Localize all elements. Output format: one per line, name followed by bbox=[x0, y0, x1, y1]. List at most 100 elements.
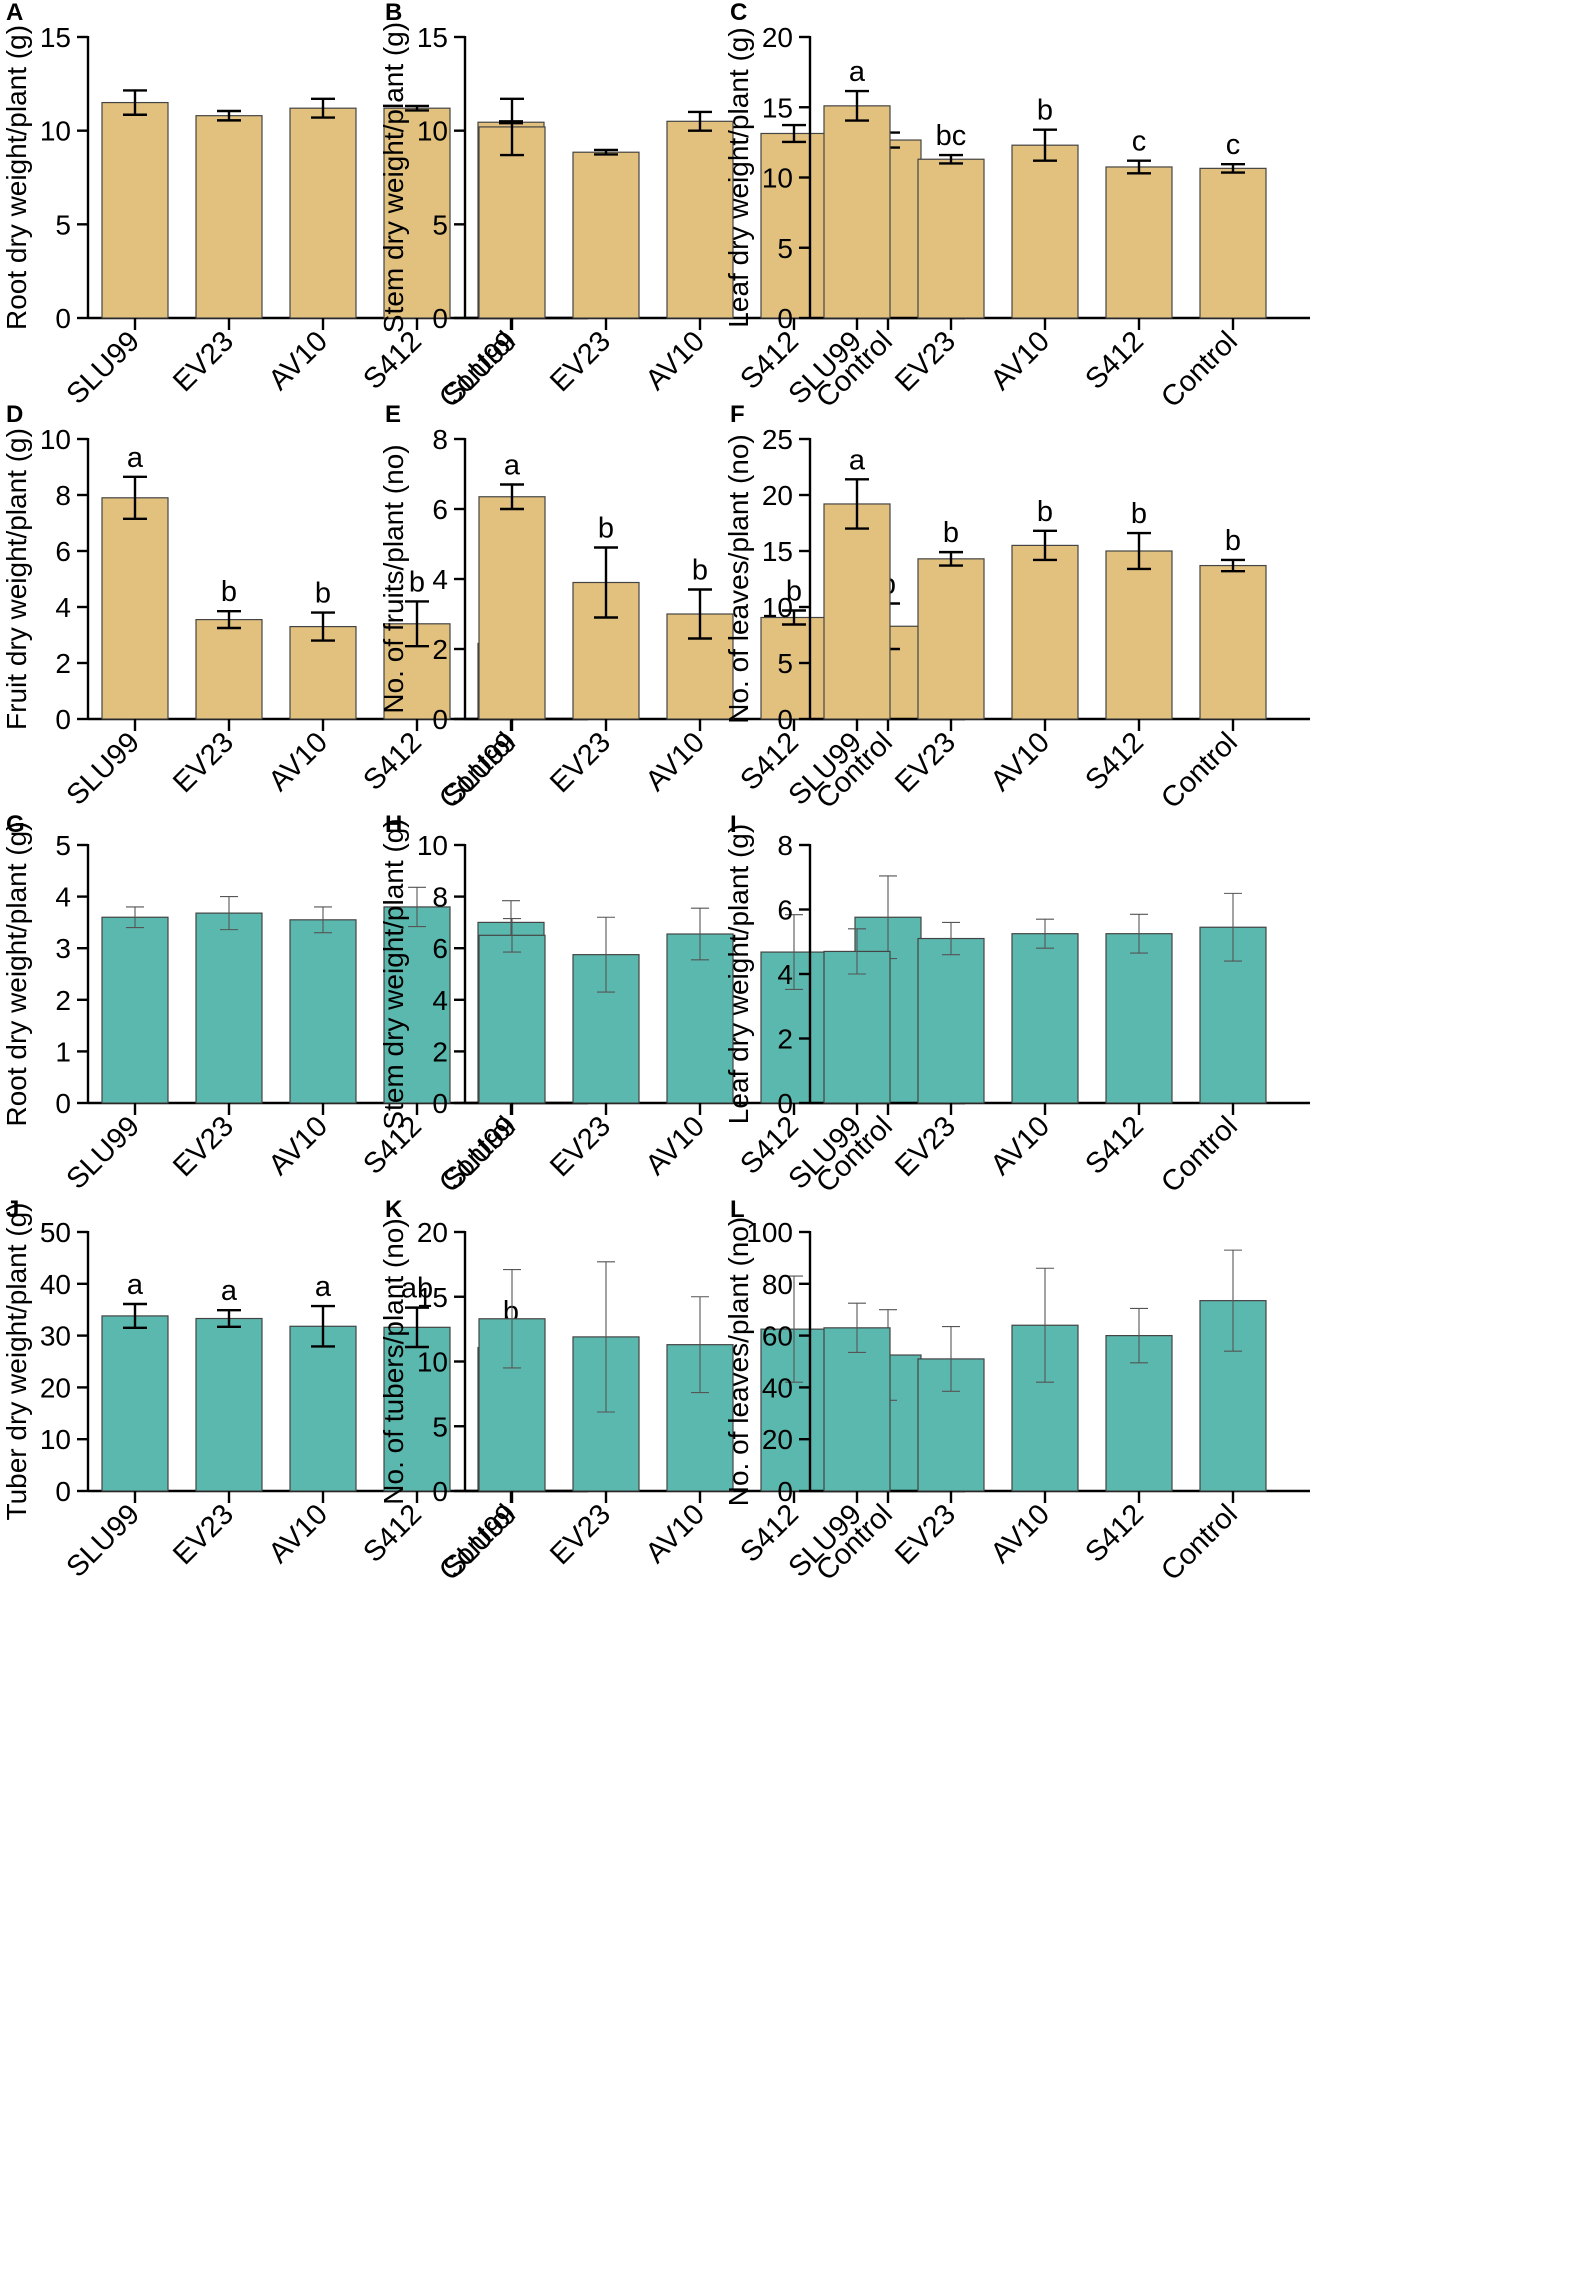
significance-label: b bbox=[221, 576, 237, 608]
y-tick-label: 100 bbox=[746, 1217, 793, 1248]
y-tick-label: 80 bbox=[762, 1269, 793, 1300]
bar-ev23 bbox=[195, 1317, 263, 1492]
x-category-label: AV10 bbox=[640, 1498, 711, 1569]
significance-label: b bbox=[1037, 496, 1053, 528]
error-bar bbox=[408, 886, 426, 928]
y-tick-label: 15 bbox=[417, 22, 448, 53]
bar-slu99 bbox=[478, 126, 546, 319]
error-bar bbox=[691, 907, 709, 961]
significance-label: b bbox=[1131, 498, 1147, 530]
x-category-label: EV23 bbox=[544, 1498, 617, 1571]
significance-label: a bbox=[504, 450, 521, 482]
significance-label: ab bbox=[401, 1273, 433, 1305]
error-bar bbox=[503, 917, 521, 953]
x-category-label: SLU99 bbox=[438, 1498, 523, 1583]
y-tick-label: 10 bbox=[40, 424, 71, 455]
y-tick-label: 0 bbox=[777, 303, 793, 334]
x-category-label: S412 bbox=[1079, 325, 1150, 396]
error-bar bbox=[405, 104, 429, 112]
error-bar bbox=[1224, 892, 1242, 962]
error-bar bbox=[1221, 162, 1245, 174]
bar-ev23 bbox=[195, 912, 263, 1104]
x-category-label: AV10 bbox=[263, 1498, 334, 1569]
y-tick-label: 8 bbox=[432, 424, 448, 455]
error-bar bbox=[1130, 1307, 1148, 1364]
bar-av10 bbox=[1011, 144, 1079, 319]
significance-label: b bbox=[1225, 525, 1241, 557]
panel-letter: F bbox=[730, 401, 745, 428]
bar-av10 bbox=[1011, 544, 1079, 720]
error-bar bbox=[500, 483, 524, 511]
y-tick-label: 6 bbox=[777, 895, 793, 926]
bar-control bbox=[1199, 564, 1267, 720]
error-bar bbox=[500, 97, 524, 157]
x-category-label: Control bbox=[1155, 1498, 1244, 1587]
significance-label: a bbox=[127, 1269, 144, 1301]
bar-av10 bbox=[1011, 933, 1079, 1104]
panel-letter: G bbox=[6, 811, 25, 838]
error-bar bbox=[1036, 918, 1054, 949]
error-bar bbox=[1033, 529, 1057, 562]
y-tick-label: 2 bbox=[432, 1036, 448, 1067]
bar-slu99 bbox=[823, 105, 891, 319]
y-tick-label: 30 bbox=[40, 1321, 71, 1352]
error-bar bbox=[311, 611, 335, 642]
bar-slu99 bbox=[823, 950, 891, 1104]
y-tick-label: 10 bbox=[762, 592, 793, 623]
significance-label: c bbox=[1132, 126, 1147, 158]
x-category-label: Control bbox=[1155, 1110, 1244, 1199]
x-category-label: EV23 bbox=[889, 1498, 962, 1571]
bar-ev23 bbox=[572, 151, 640, 319]
significance-label: b bbox=[598, 513, 614, 545]
error-bar bbox=[785, 1275, 803, 1383]
error-bar bbox=[405, 1306, 429, 1349]
bar-s412 bbox=[760, 616, 828, 720]
y-tick-label: 15 bbox=[40, 22, 71, 53]
bar-s412 bbox=[1105, 933, 1173, 1104]
x-category-label: AV10 bbox=[263, 1110, 334, 1181]
panel-letter: J bbox=[6, 1196, 19, 1223]
y-tick-label: 20 bbox=[417, 1217, 448, 1248]
y-axis-title: Fruit dry weight/plant (g) bbox=[1, 428, 32, 730]
bar-s412 bbox=[760, 132, 828, 319]
error-bar bbox=[594, 148, 618, 156]
x-category-label: AV10 bbox=[985, 726, 1056, 797]
bar-slu99 bbox=[101, 497, 169, 720]
x-category-label: SLU99 bbox=[438, 726, 523, 811]
error-bar bbox=[126, 906, 144, 929]
y-tick-label: 5 bbox=[55, 830, 71, 861]
panel-f: FNo. of leaves/plant (no) 0510152025SLU99… bbox=[723, 401, 1310, 815]
y-tick-label: 2 bbox=[55, 648, 71, 679]
y-tick-label: 10 bbox=[762, 163, 793, 194]
panel-letter: C bbox=[730, 0, 747, 26]
x-category-label: S412 bbox=[1079, 726, 1150, 797]
significance-label: b bbox=[409, 566, 425, 598]
x-category-label: AV10 bbox=[263, 325, 334, 396]
y-tick-label: 8 bbox=[55, 480, 71, 511]
x-category-label: Control bbox=[1155, 325, 1244, 414]
x-category-label: AV10 bbox=[263, 726, 334, 797]
error-bar bbox=[311, 1304, 335, 1348]
bar-slu99 bbox=[478, 496, 546, 720]
bar-slu99 bbox=[478, 934, 546, 1104]
y-tick-label: 6 bbox=[432, 933, 448, 964]
y-tick-label: 10 bbox=[40, 116, 71, 147]
x-category-label: AV10 bbox=[985, 1498, 1056, 1569]
bar-av10 bbox=[289, 107, 357, 319]
y-tick-label: 0 bbox=[432, 1476, 448, 1507]
error-bar bbox=[314, 906, 332, 934]
error-bar bbox=[503, 1269, 521, 1369]
x-category-label: EV23 bbox=[167, 1498, 240, 1571]
x-category-label: AV10 bbox=[640, 325, 711, 396]
y-tick-label: 0 bbox=[55, 303, 71, 334]
error-bar bbox=[688, 110, 712, 132]
bar-s412 bbox=[1105, 166, 1173, 319]
x-category-label: S412 bbox=[357, 726, 428, 797]
significance-label: a bbox=[315, 1271, 332, 1303]
x-category-label: S412 bbox=[1079, 1110, 1150, 1181]
panel-letter: B bbox=[385, 0, 402, 26]
significance-label: b bbox=[1037, 95, 1053, 127]
error-bar bbox=[217, 109, 241, 122]
panel-letter: K bbox=[385, 1196, 403, 1223]
significance-label: a bbox=[849, 56, 866, 88]
